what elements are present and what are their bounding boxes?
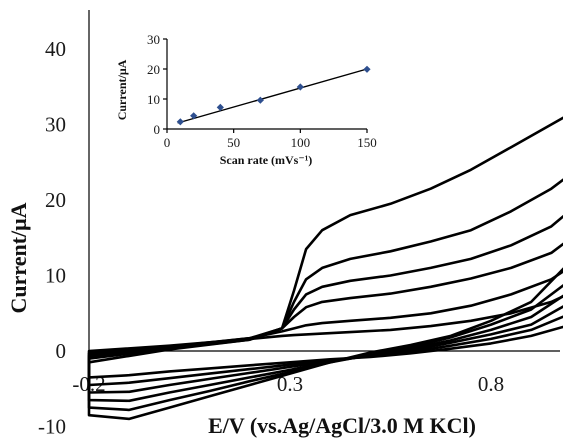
inset-x-tick-label: 100 [291, 135, 311, 150]
y-tick-label: -10 [38, 415, 66, 439]
inset-y-tick-label: 10 [147, 92, 160, 107]
cv-curve [87, 116, 563, 421]
y-tick-label: 40 [45, 37, 66, 61]
cv-curve-group [87, 116, 563, 421]
x-tick-label: 0.8 [478, 372, 504, 396]
y-tick-label: 30 [45, 113, 66, 137]
y-axis-title: Current/μA [6, 202, 31, 313]
inset-x-tick-label: 150 [357, 135, 377, 150]
inset-data-point [190, 112, 198, 120]
inset-fit-group [177, 68, 368, 124]
inset-data-point [296, 83, 304, 91]
inset-background [160, 30, 376, 170]
y-tick-label: 20 [45, 188, 66, 212]
inset-x-tick-group: 0 50 100 150 [164, 129, 377, 150]
inset-y-axis-title: Current/μA [115, 59, 129, 120]
inset-plot: 0 10 20 30 0 50 100 150 Scan rate (mVs⁻¹) Curr… [115, 30, 377, 170]
y-tick-label: 10 [45, 264, 66, 288]
cv-curve [87, 294, 563, 379]
inset-data-point [256, 96, 264, 104]
inset-y-tick-group: 0 10 20 30 [147, 32, 167, 137]
y-tick-label: 0 [56, 339, 67, 363]
inset-y-tick-label: 0 [154, 122, 161, 137]
inset-data-point [363, 65, 371, 73]
cv-curve [87, 214, 563, 403]
cv-curve [87, 178, 563, 412]
inset-x-tick-label: 0 [164, 135, 171, 150]
cv-curve [87, 242, 563, 394]
inset-data-point [216, 103, 224, 111]
inset-point-group [176, 65, 371, 126]
x-axis-title: E/V (vs.Ag/AgCl/3.0 M KCl) [208, 413, 476, 438]
inset-fit-line [177, 68, 368, 124]
y-tick-group: -10 0 10 20 30 40 [38, 37, 66, 439]
cv-curve [87, 270, 563, 387]
inset-x-axis-title: Scan rate (mVs⁻¹) [220, 153, 313, 167]
inset-y-tick-label: 20 [147, 62, 160, 77]
inset-data-point [176, 118, 184, 126]
inset-x-tick-label: 50 [227, 135, 240, 150]
inset-y-tick-label: 30 [147, 32, 160, 47]
